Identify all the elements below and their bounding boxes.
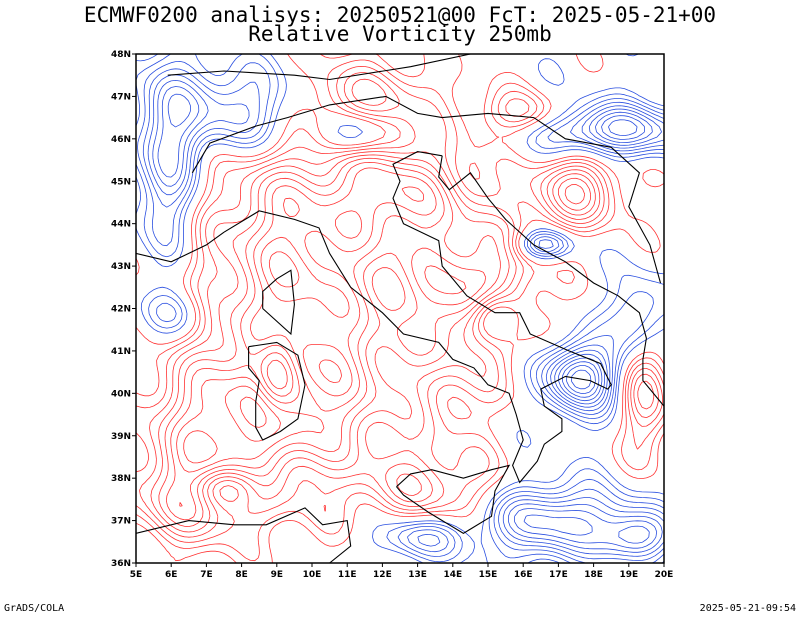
lon-tick-label: 7E: [200, 570, 212, 580]
lon-tick-label: 11E: [338, 570, 357, 580]
lat-tick-label: 40N: [111, 389, 131, 399]
coastlines: [136, 54, 664, 563]
lon-tick-label: 19E: [619, 570, 638, 580]
vorticity-contours: [136, 54, 664, 563]
positive-vorticity-contour: [176, 167, 586, 507]
lon-tick-label: 9E: [271, 570, 283, 580]
positive-vorticity-contour: [136, 66, 664, 543]
lon-tick-label: 16E: [514, 570, 533, 580]
lon-tick-label: 10E: [303, 570, 322, 580]
negative-vorticity-contour: [137, 61, 664, 563]
lon-tick-label: 12E: [373, 570, 392, 580]
lat-tick-label: 37N: [111, 517, 131, 527]
lat-tick-label: 36N: [111, 559, 131, 569]
lat-tick-label: 41N: [111, 347, 131, 357]
positive-vorticity-contour: [158, 157, 655, 527]
balkan-coast: [438, 155, 664, 407]
sicily-coast: [396, 464, 511, 534]
positive-vorticity-contour: [150, 78, 659, 533]
corsica-coast: [262, 269, 295, 336]
sardinia-coast: [248, 341, 306, 441]
lon-tick-label: 13E: [408, 570, 427, 580]
chart-title: ECMWF0200 analisys: 20250521@00 FcT: 202…: [83, 3, 717, 27]
positive-vorticity-contour: [166, 162, 591, 521]
lon-tick-label: 6E: [165, 570, 177, 580]
positive-vorticity-contour: [239, 251, 342, 428]
lon-tick-label: 17E: [549, 570, 568, 580]
lon-tick-label: 5E: [130, 570, 142, 580]
positive-vorticity-contour: [139, 72, 663, 538]
north-border: [167, 54, 471, 81]
positive-vorticity-contour: [136, 54, 664, 563]
lon-tick-label: 20E: [655, 570, 674, 580]
negative-vorticity-contour: [562, 119, 638, 398]
france-coast: [136, 231, 225, 263]
lat-tick-label: 42N: [111, 305, 131, 315]
negative-vorticity-contour: [142, 68, 664, 561]
italy-peninsula-coast: [223, 151, 612, 484]
negative-vorticity-contour: [136, 54, 664, 563]
negative-vorticity-contour: [157, 86, 658, 549]
lat-tick-label: 46N: [111, 135, 131, 145]
lat-tick-label: 48N: [111, 50, 131, 60]
north-africa-coast: [136, 507, 352, 563]
negative-vorticity-contour: [152, 80, 663, 553]
lon-tick-label: 8E: [235, 570, 247, 580]
lat-tick-label: 38N: [111, 474, 131, 484]
lon-tick-label: 18E: [584, 570, 603, 580]
axis-ticks: 5E 6E 7E 8E 9E 10E 11E 12E 13E 14E 15E 16E 17E 18E 19E…: [111, 50, 673, 580]
negative-vorticity-contour: [136, 54, 664, 563]
lat-tick-label: 39N: [111, 432, 131, 442]
chart-subtitle: Relative Vorticity 250mb: [248, 22, 552, 46]
alpine-border: [191, 95, 662, 284]
negative-vorticity-contour: [167, 93, 650, 544]
negative-vorticity-contour: [566, 365, 596, 394]
lat-tick-label: 47N: [111, 92, 131, 102]
lat-tick-label: 45N: [111, 177, 131, 187]
lon-tick-label: 15E: [479, 570, 498, 580]
lat-tick-label: 43N: [111, 262, 131, 272]
footer-timestamp: 2025-05-21-09:54: [699, 603, 796, 614]
lat-tick-label: 44N: [111, 220, 131, 230]
positive-vorticity-contour: [183, 186, 424, 464]
lon-tick-label: 14E: [443, 570, 462, 580]
footer-software-label: GrADS/COLA: [4, 603, 65, 614]
positive-vorticity-contour: [136, 59, 664, 562]
